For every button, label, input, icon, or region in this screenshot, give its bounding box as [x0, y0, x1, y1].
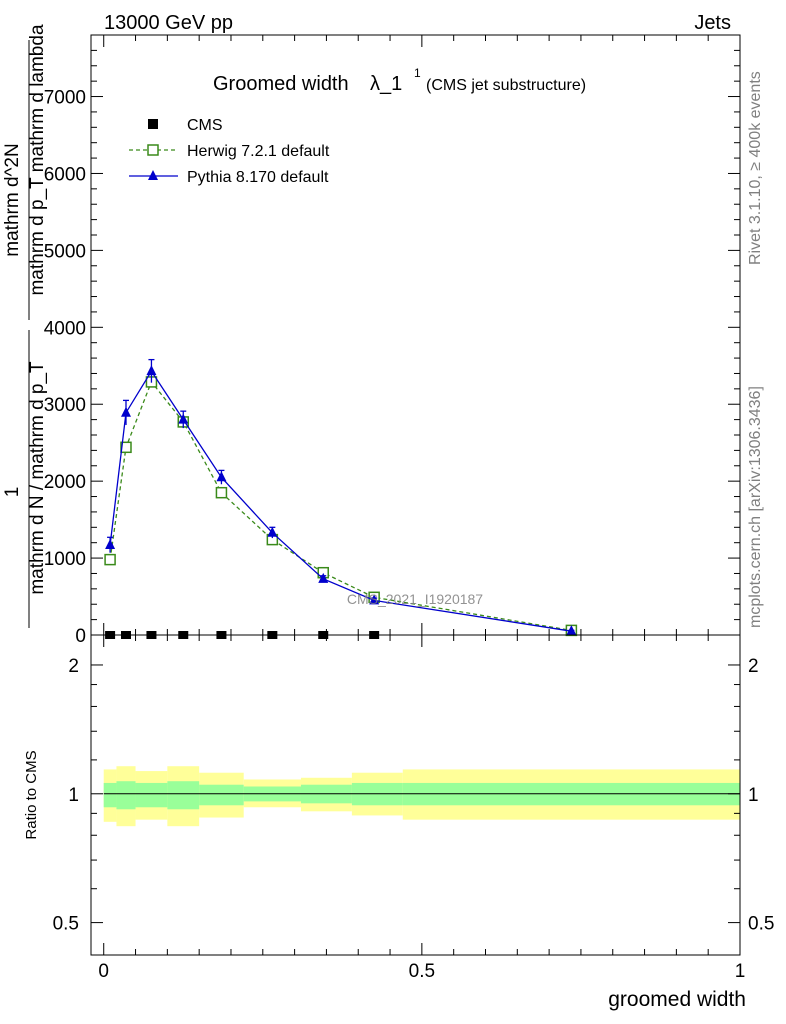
ratio-stat-band — [116, 781, 136, 810]
mcplots-label: mcplots.cern.ch [arXiv:1306.3436] — [747, 386, 764, 628]
pythia-point — [120, 406, 131, 417]
pythia-point — [178, 413, 189, 424]
pythia-point — [105, 539, 116, 549]
ratio-ytick-label-left: 2 — [68, 656, 79, 677]
ratio-stat-band — [199, 784, 244, 806]
pythia-line — [109, 369, 572, 632]
herwig-point — [215, 486, 228, 499]
main-axis-ticks — [91, 34, 741, 636]
legend-pythia-marker — [148, 170, 158, 180]
main-ytick-label: 1000 — [44, 549, 86, 570]
main-ytick-label: 3000 — [44, 395, 86, 416]
header-left: 13000 GeV pp — [104, 12, 233, 34]
main-ytick-label: 4000 — [44, 318, 86, 339]
main-ytick-label: 7000 — [44, 88, 86, 109]
ratio-xtick-label: 0 — [98, 961, 109, 982]
ratio-stat-band — [167, 781, 200, 810]
x-axis-label: groomed width — [608, 988, 746, 1011]
watermark: CMS_2021_I1920187 — [347, 591, 483, 607]
herwig-point — [120, 441, 132, 454]
ratio-ytick-label-left: 0.5 — [53, 914, 79, 935]
herwig-point — [104, 553, 116, 566]
title-main: Groomed width — [213, 73, 349, 95]
ratio-ylabel: Ratio to CMS — [23, 750, 40, 839]
main-ytick-label: 0 — [75, 626, 86, 647]
pythia-point — [566, 625, 577, 636]
title-symbol: λ_1 — [370, 73, 402, 95]
ratio-stat-band — [103, 782, 117, 808]
legend-pythia-label: Pythia 8.170 default — [187, 169, 329, 186]
title-sub: (CMS jet substructure) — [426, 77, 586, 94]
main-ylabel: 1 mathrm d N / mathrm d p_T mathrm d^2N … — [2, 24, 48, 628]
header-right: Jets — [694, 12, 731, 34]
pythia-point — [146, 365, 157, 376]
ylabel-frac-top: mathrm d^2N — [2, 143, 23, 256]
legend-cms-label: CMS — [187, 117, 223, 134]
ratio-xtick-label: 0.5 — [409, 961, 435, 982]
ratio-panel: 0.5 0.5 1 1 2 2 0 0.5 1 — [53, 634, 774, 982]
ratio-stat-band — [135, 782, 168, 808]
main-ytick-label: 2000 — [44, 472, 86, 493]
legend-herwig-label: Herwig 7.2.1 default — [187, 143, 330, 160]
pythia-point — [216, 471, 227, 482]
ratio-ytick-label-right: 1 — [748, 785, 759, 806]
legend-cms-marker — [148, 119, 158, 129]
main-ytick-label: 5000 — [44, 241, 86, 262]
pythia-point — [267, 526, 278, 537]
legend-pythia: Pythia 8.170 default — [129, 169, 329, 186]
rivet-label: Rivet 3.1.10, ≥ 400k events — [747, 71, 764, 265]
ylabel-pre-top: 1 — [2, 487, 23, 498]
ylabel-frac-bot: mathrm d p_T mathrm d lambda — [27, 24, 48, 295]
legend-herwig: Herwig 7.2.1 default — [129, 143, 330, 160]
ratio-frame — [90, 634, 741, 956]
pythia-point — [369, 594, 380, 605]
ylabel-pre-bot: mathrm d N / mathrm d p_T — [27, 361, 48, 595]
ratio-ytick-label-right: 2 — [748, 656, 759, 677]
legend-herwig-marker — [147, 144, 159, 156]
ratio-ytick-label-right: 0.5 — [748, 914, 774, 935]
main-ytick-label: 6000 — [44, 164, 86, 185]
pythia-point — [318, 572, 329, 583]
title-sup: 1 — [414, 66, 421, 80]
plot-title: Groomed width λ_1 1 (CMS jet substructur… — [213, 66, 586, 95]
ratio-xtick-label: 1 — [735, 961, 746, 982]
ratio-ytick-label-left: 1 — [68, 785, 79, 806]
legend-cms: CMS — [148, 117, 223, 134]
legend: CMS Herwig 7.2.1 default Pythia 8.170 de… — [129, 117, 330, 186]
